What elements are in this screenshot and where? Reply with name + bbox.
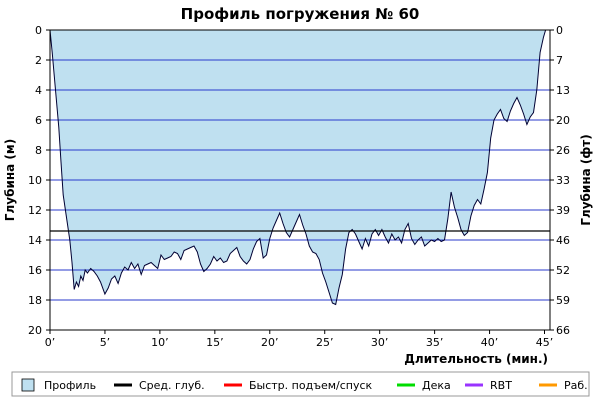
y-tick-left: 0 [35, 24, 42, 37]
y-tick-right: 46 [556, 234, 570, 247]
y-tick-right: 13 [556, 84, 570, 97]
legend-label: Профиль [44, 379, 96, 392]
y-tick-right: 39 [556, 204, 570, 217]
x-tick: 10’ [151, 336, 169, 349]
chart-title: Профиль погружения № 60 [181, 5, 420, 23]
x-axis-label: Длительность (мин.) [404, 352, 548, 366]
x-tick: 5’ [100, 336, 111, 349]
y-axis-right-label: Глубина (фт) [579, 134, 593, 225]
legend-box [11, 371, 590, 397]
y-tick-left: 2 [35, 54, 42, 67]
y-tick-right: 33 [556, 174, 570, 187]
y-tick-left: 20 [28, 324, 42, 337]
x-tick: 25’ [316, 336, 334, 349]
y-tick-left: 18 [28, 294, 42, 307]
legend-label: Раб. [564, 379, 588, 392]
y-tick-right: 7 [556, 54, 563, 67]
x-tick: 20’ [261, 336, 279, 349]
legend-label: Дека [422, 379, 451, 392]
y-tick-right: 59 [556, 294, 570, 307]
y-tick-left: 14 [28, 234, 42, 247]
y-tick-left: 12 [28, 204, 42, 217]
legend-label: RBT [490, 379, 512, 392]
legend-label: Быстр. подъем/спуск [249, 379, 373, 392]
y-axis-left-label: Глубина (м) [3, 139, 17, 221]
y-tick-right: 26 [556, 144, 570, 157]
y-tick-right: 20 [556, 114, 570, 127]
y-tick-left: 16 [28, 264, 42, 277]
y-tick-right: 52 [556, 264, 570, 277]
profile-area [50, 30, 546, 305]
legend: Профиль Сред. глуб. Быстр. подъем/спуск Дек… [11, 371, 590, 397]
y-tick-left: 10 [28, 174, 42, 187]
y-tick-left: 8 [35, 144, 42, 157]
legend-swatch [21, 378, 35, 392]
x-tick: 45’ [536, 336, 554, 349]
legend-label: Сред. глуб. [139, 379, 205, 392]
y-tick-left: 4 [35, 84, 42, 97]
y-tick-left: 6 [35, 114, 42, 127]
x-tick: 40’ [481, 336, 499, 349]
y-tick-right: 0 [556, 24, 563, 37]
x-tick: 15’ [206, 336, 224, 349]
x-tick: 35’ [426, 336, 444, 349]
x-tick: 30’ [371, 336, 389, 349]
x-tick: 0’ [45, 336, 56, 349]
y-tick-right: 66 [556, 324, 570, 337]
